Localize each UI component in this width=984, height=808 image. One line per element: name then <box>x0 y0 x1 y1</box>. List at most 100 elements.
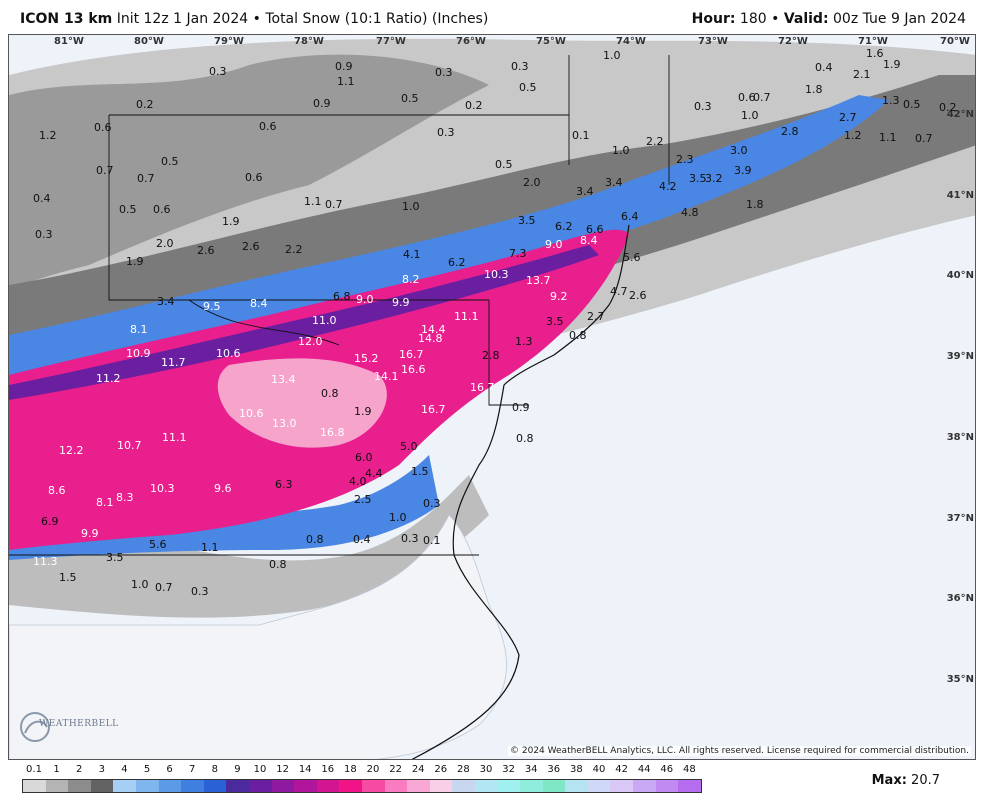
snow-amount-label: 1.0 <box>612 144 630 157</box>
snow-amount-label: 11.2 <box>96 372 121 385</box>
legend-swatch <box>407 780 430 792</box>
snow-amount-label: 0.5 <box>495 158 513 171</box>
latitude-label: 42°N <box>947 109 974 120</box>
legend-swatch <box>678 780 701 792</box>
snow-amount-label: 1.6 <box>866 47 884 60</box>
legend-label: 14 <box>298 764 312 775</box>
snow-amount-label: 11.1 <box>454 310 479 323</box>
snow-amount-label: 0.4 <box>815 61 833 74</box>
snow-amount-label: 0.9 <box>335 60 353 73</box>
snow-amount-label: 1.9 <box>126 255 144 268</box>
axis-labels: 81°W 80°W 79°W 78°W 77°W 76°W 75°W 74°W 73°W 72°W… <box>54 36 974 685</box>
snow-amount-label: 7.3 <box>509 247 527 260</box>
snow-amount-label: 1.0 <box>402 200 420 213</box>
snow-amount-label: 0.4 <box>353 533 371 546</box>
weatherbell-swirl-icon <box>20 712 50 742</box>
snow-amount-label: 1.8 <box>746 198 764 211</box>
longitude-label: 74°W <box>616 36 646 47</box>
snow-amount-labels: 1.61.90.42.10.91.10.3 0.3 0.31.00.50.50.20… <box>33 47 957 598</box>
max-label: Max: <box>871 773 907 788</box>
snow-amount-label: 8.3 <box>116 491 134 504</box>
pink-snow-max <box>217 358 387 448</box>
legend-swatch <box>68 780 91 792</box>
legend-swatch <box>429 780 453 792</box>
snow-amount-label: 1.2 <box>39 129 57 142</box>
legend-color-bar <box>22 779 702 793</box>
snow-amount-label: 10.3 <box>150 482 175 495</box>
legend-swatch <box>339 780 362 792</box>
snow-amount-label: 11.3 <box>33 555 58 568</box>
legend-swatch <box>542 780 566 792</box>
map-header: ICON 13 km Init 12z 1 Jan 2024 • Total S… <box>0 0 984 34</box>
legend-label: 28 <box>457 764 470 775</box>
snow-amount-label: 13.4 <box>271 373 296 386</box>
snow-amount-label: 0.7 <box>96 164 114 177</box>
snow-amount-label: 0.8 <box>516 432 534 445</box>
snow-amount-label: 13.7 <box>526 274 551 287</box>
legend-label: 18 <box>344 764 357 775</box>
snow-amount-label: 6.4 <box>621 210 639 223</box>
latitude-label: 38°N <box>947 432 974 443</box>
latitude-label: 40°N <box>947 270 974 281</box>
logo-text: WEATHERBELL <box>39 719 119 729</box>
snow-amount-label: 2.2 <box>285 243 303 256</box>
snow-amount-label: 2.5 <box>354 493 372 506</box>
snow-amount-label: 1.1 <box>201 541 219 554</box>
snow-amount-label: 8.4 <box>580 234 598 247</box>
separator: • <box>252 11 261 27</box>
snow-amount-label: 3.4 <box>157 295 175 308</box>
legend-swatch <box>45 780 69 792</box>
legend-labels: 0.1 1 2 3 4 5 6 7 8 9 10 12 14 16 18 20 22 24 26 28 30 32 34 36… <box>22 764 702 778</box>
snow-amount-label: 11.0 <box>312 314 337 327</box>
longitude-label: 75°W <box>536 36 566 47</box>
color-legend: 0.1 1 2 3 4 5 6 7 8 9 10 12 14 16 18 20 22 24 26 28 30 32 34 36… <box>22 764 702 804</box>
snow-amount-label: 8.1 <box>96 496 114 509</box>
header-title: ICON 13 km Init 12z 1 Jan 2024 • Total S… <box>20 11 488 27</box>
snow-amount-label: 0.5 <box>519 81 537 94</box>
legend-label: 36 <box>547 764 561 775</box>
snow-amount-label: 3.5 <box>546 315 564 328</box>
snow-amount-label: 9.5 <box>203 300 221 313</box>
latitude-label: 39°N <box>947 351 974 362</box>
snow-amount-label: 0.8 <box>269 558 287 571</box>
snow-amount-label: 10.3 <box>484 268 509 281</box>
snow-amount-label: 2.6 <box>197 244 215 257</box>
snow-amount-label: 1.1 <box>337 75 355 88</box>
legend-swatch <box>181 780 204 792</box>
legend-label: 44 <box>637 764 651 775</box>
snow-amount-label: 1.2 <box>844 129 862 142</box>
legend-swatch <box>226 780 249 792</box>
legend-swatch <box>135 780 159 792</box>
legend-label: 40 <box>592 764 606 775</box>
purple-snow-edge <box>9 245 599 400</box>
legend-label: 4 <box>121 764 128 775</box>
legend-swatch <box>565 780 588 792</box>
legend-label: 2 <box>76 764 83 775</box>
snow-amount-label: 1.3 <box>515 335 533 348</box>
snow-amount-label: 2.6 <box>242 240 260 253</box>
legend-label: 34 <box>524 764 538 775</box>
snow-amount-label: 0.3 <box>694 100 712 113</box>
snow-amount-label: 4.8 <box>681 206 699 219</box>
legend-label: 9 <box>234 764 241 775</box>
longitude-label: 70°W <box>940 36 970 47</box>
snow-amount-label: 2.8 <box>482 349 500 362</box>
legend-label: 32 <box>502 764 515 775</box>
state-borders <box>9 55 670 556</box>
longitude-label: 79°W <box>214 36 244 47</box>
snow-amount-label: 3.4 <box>605 176 623 189</box>
snow-amount-label: 0.5 <box>119 203 137 216</box>
legend-label: 7 <box>189 764 196 775</box>
legend-label: 12 <box>276 764 289 775</box>
legend-label: 20 <box>366 764 380 775</box>
snow-amount-label: 0.8 <box>569 329 587 342</box>
snow-amount-label: 12.0 <box>298 335 323 348</box>
snow-amount-label: 0.1 <box>572 129 590 142</box>
snow-amount-label: 0.6 <box>94 121 112 134</box>
snow-amount-label: 2.0 <box>156 237 174 250</box>
snow-amount-label: 0.3 <box>423 497 441 510</box>
snow-amount-label: 0.5 <box>903 98 921 111</box>
legend-label: 38 <box>570 764 583 775</box>
legend-swatch <box>633 780 656 792</box>
legend-swatch <box>113 780 136 792</box>
